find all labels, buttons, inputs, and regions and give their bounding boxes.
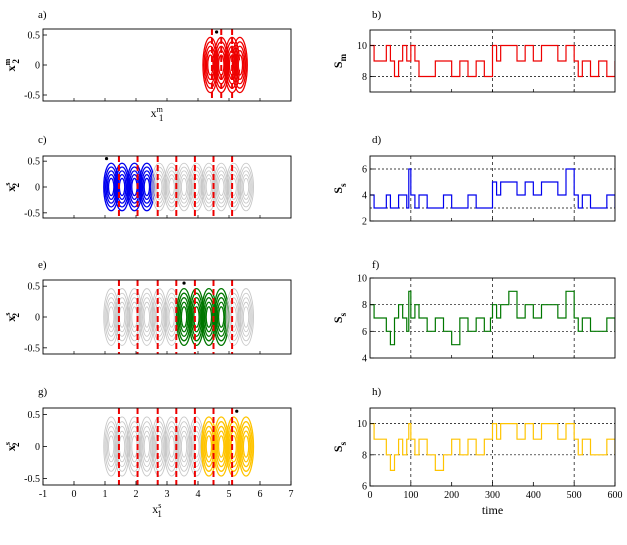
- state-marker: [215, 30, 219, 34]
- y-tick-label: 6: [362, 165, 367, 176]
- panel-b: b) 10 8 Sm: [331, 9, 616, 93]
- x-tick-label: 200: [444, 490, 459, 501]
- series-line: [370, 44, 615, 78]
- panel-label: c): [38, 134, 47, 146]
- panel-f: f) 10 8 6 4 Ss: [331, 259, 616, 365]
- state-marker: [182, 281, 186, 285]
- x-tick-label: 5: [227, 489, 232, 500]
- y-axis-label: xs2: [3, 442, 21, 451]
- panel-label: f): [372, 259, 380, 271]
- panel-label: a): [38, 9, 47, 21]
- attractor-lobe: [238, 162, 254, 212]
- x-tick-label: 7: [289, 489, 294, 500]
- y-tick-label: 10: [357, 419, 367, 430]
- y-tick-label: 6: [362, 482, 367, 493]
- state-marker: [235, 409, 239, 413]
- y-axis-label: xs2: [3, 312, 21, 321]
- y-axis-label: xs2: [3, 182, 21, 191]
- y-axis-label: Sm: [331, 53, 348, 68]
- plot-area: [370, 156, 615, 221]
- y-tick-label: 0.5: [28, 282, 41, 293]
- y-tick-label: 0.5: [28, 31, 41, 42]
- panel-label: g): [38, 386, 48, 398]
- attractor-lobe: [138, 288, 155, 346]
- panel-label: d): [372, 134, 382, 146]
- x-tick-label: 1: [103, 489, 108, 500]
- plot-area: [103, 408, 255, 485]
- plot-area: [103, 280, 254, 354]
- y-tick-label: 0.5: [28, 157, 41, 168]
- panel-e: e) 0.5 0 -0.5 xs2: [3, 259, 292, 355]
- attractor-lobe: [231, 36, 248, 94]
- x-tick-label: 3: [165, 489, 170, 500]
- y-tick-label: 8: [362, 72, 367, 83]
- x-tick-label: 400: [526, 490, 541, 501]
- y-axis-label: Ss: [331, 441, 348, 452]
- plot-area: [103, 156, 254, 218]
- panel-g: g) 0.5 0 -0.5 -1 0 1 2 3 4 5 6 7 xs2 xs 1: [3, 386, 294, 519]
- y-axis-label: Ss: [331, 183, 348, 194]
- series-line: [370, 168, 615, 209]
- y-tick-label: -0.5: [24, 343, 40, 354]
- state-marker: [104, 156, 109, 161]
- x-tick-label: 0: [368, 490, 373, 501]
- attractor-lobe: [238, 288, 254, 346]
- y-tick-label: 2: [362, 217, 367, 228]
- y-tick-label: 4: [362, 354, 367, 365]
- plot-area: [370, 278, 615, 358]
- y-tick-label: 6: [362, 327, 367, 338]
- panel-label: h): [372, 386, 382, 398]
- x-tick-label: -1: [39, 489, 47, 500]
- y-tick-label: 0: [35, 61, 40, 72]
- y-tick-label: 0: [35, 313, 40, 324]
- panel-h: h) 10 8 60 100 200 300 400 500 600 Ss time: [331, 386, 623, 517]
- y-axis-label: xm2: [3, 58, 21, 71]
- x-axis-label: time: [482, 503, 503, 517]
- panel-a: a) 0.5 0 -0.5 xm2 xm 1: [3, 9, 292, 123]
- x-axis-label: xm 1: [151, 105, 164, 123]
- y-tick-label: 0: [35, 183, 40, 194]
- series-line: [370, 423, 615, 471]
- y-tick-label: -0.5: [24, 474, 40, 485]
- y-tick-label: 10: [357, 274, 367, 285]
- series-line: [370, 290, 615, 346]
- x-tick-label: 4: [196, 489, 201, 500]
- axes-frame: [42, 28, 292, 102]
- y-tick-label: 8: [362, 450, 367, 461]
- x-tick-label: 500: [567, 490, 582, 501]
- panel-label: b): [372, 9, 382, 21]
- x-tick-label: 300: [485, 490, 500, 501]
- x-tick-label: 100: [403, 490, 418, 501]
- x-tick-label: 6: [258, 489, 263, 500]
- x-tick-label: 0: [72, 489, 77, 500]
- y-tick-label: 0: [35, 442, 40, 453]
- y-tick-label: 0.5: [28, 410, 41, 421]
- y-axis-label: Ss: [331, 312, 348, 323]
- y-tick-label: -0.5: [24, 208, 40, 219]
- plot-area: [202, 29, 248, 101]
- plot-area: [370, 408, 615, 486]
- panel-c: c) 0.5 0 -0.5 xs2: [3, 134, 292, 219]
- panel-d: d) 6 4 2 Ss: [331, 134, 616, 228]
- x-tick-label: 2: [134, 489, 139, 500]
- x-axis-label: xs 1: [152, 501, 162, 519]
- y-tick-label: 10: [357, 41, 367, 52]
- attractor-lobe: [237, 416, 255, 477]
- y-tick-label: 8: [362, 300, 367, 311]
- y-tick-label: 4: [362, 191, 367, 202]
- x-tick-label: 600: [608, 490, 623, 501]
- plot-area: [370, 30, 615, 92]
- attractor-lobe: [188, 162, 205, 212]
- panel-label: e): [38, 259, 47, 271]
- y-tick-label: -0.5: [24, 91, 40, 102]
